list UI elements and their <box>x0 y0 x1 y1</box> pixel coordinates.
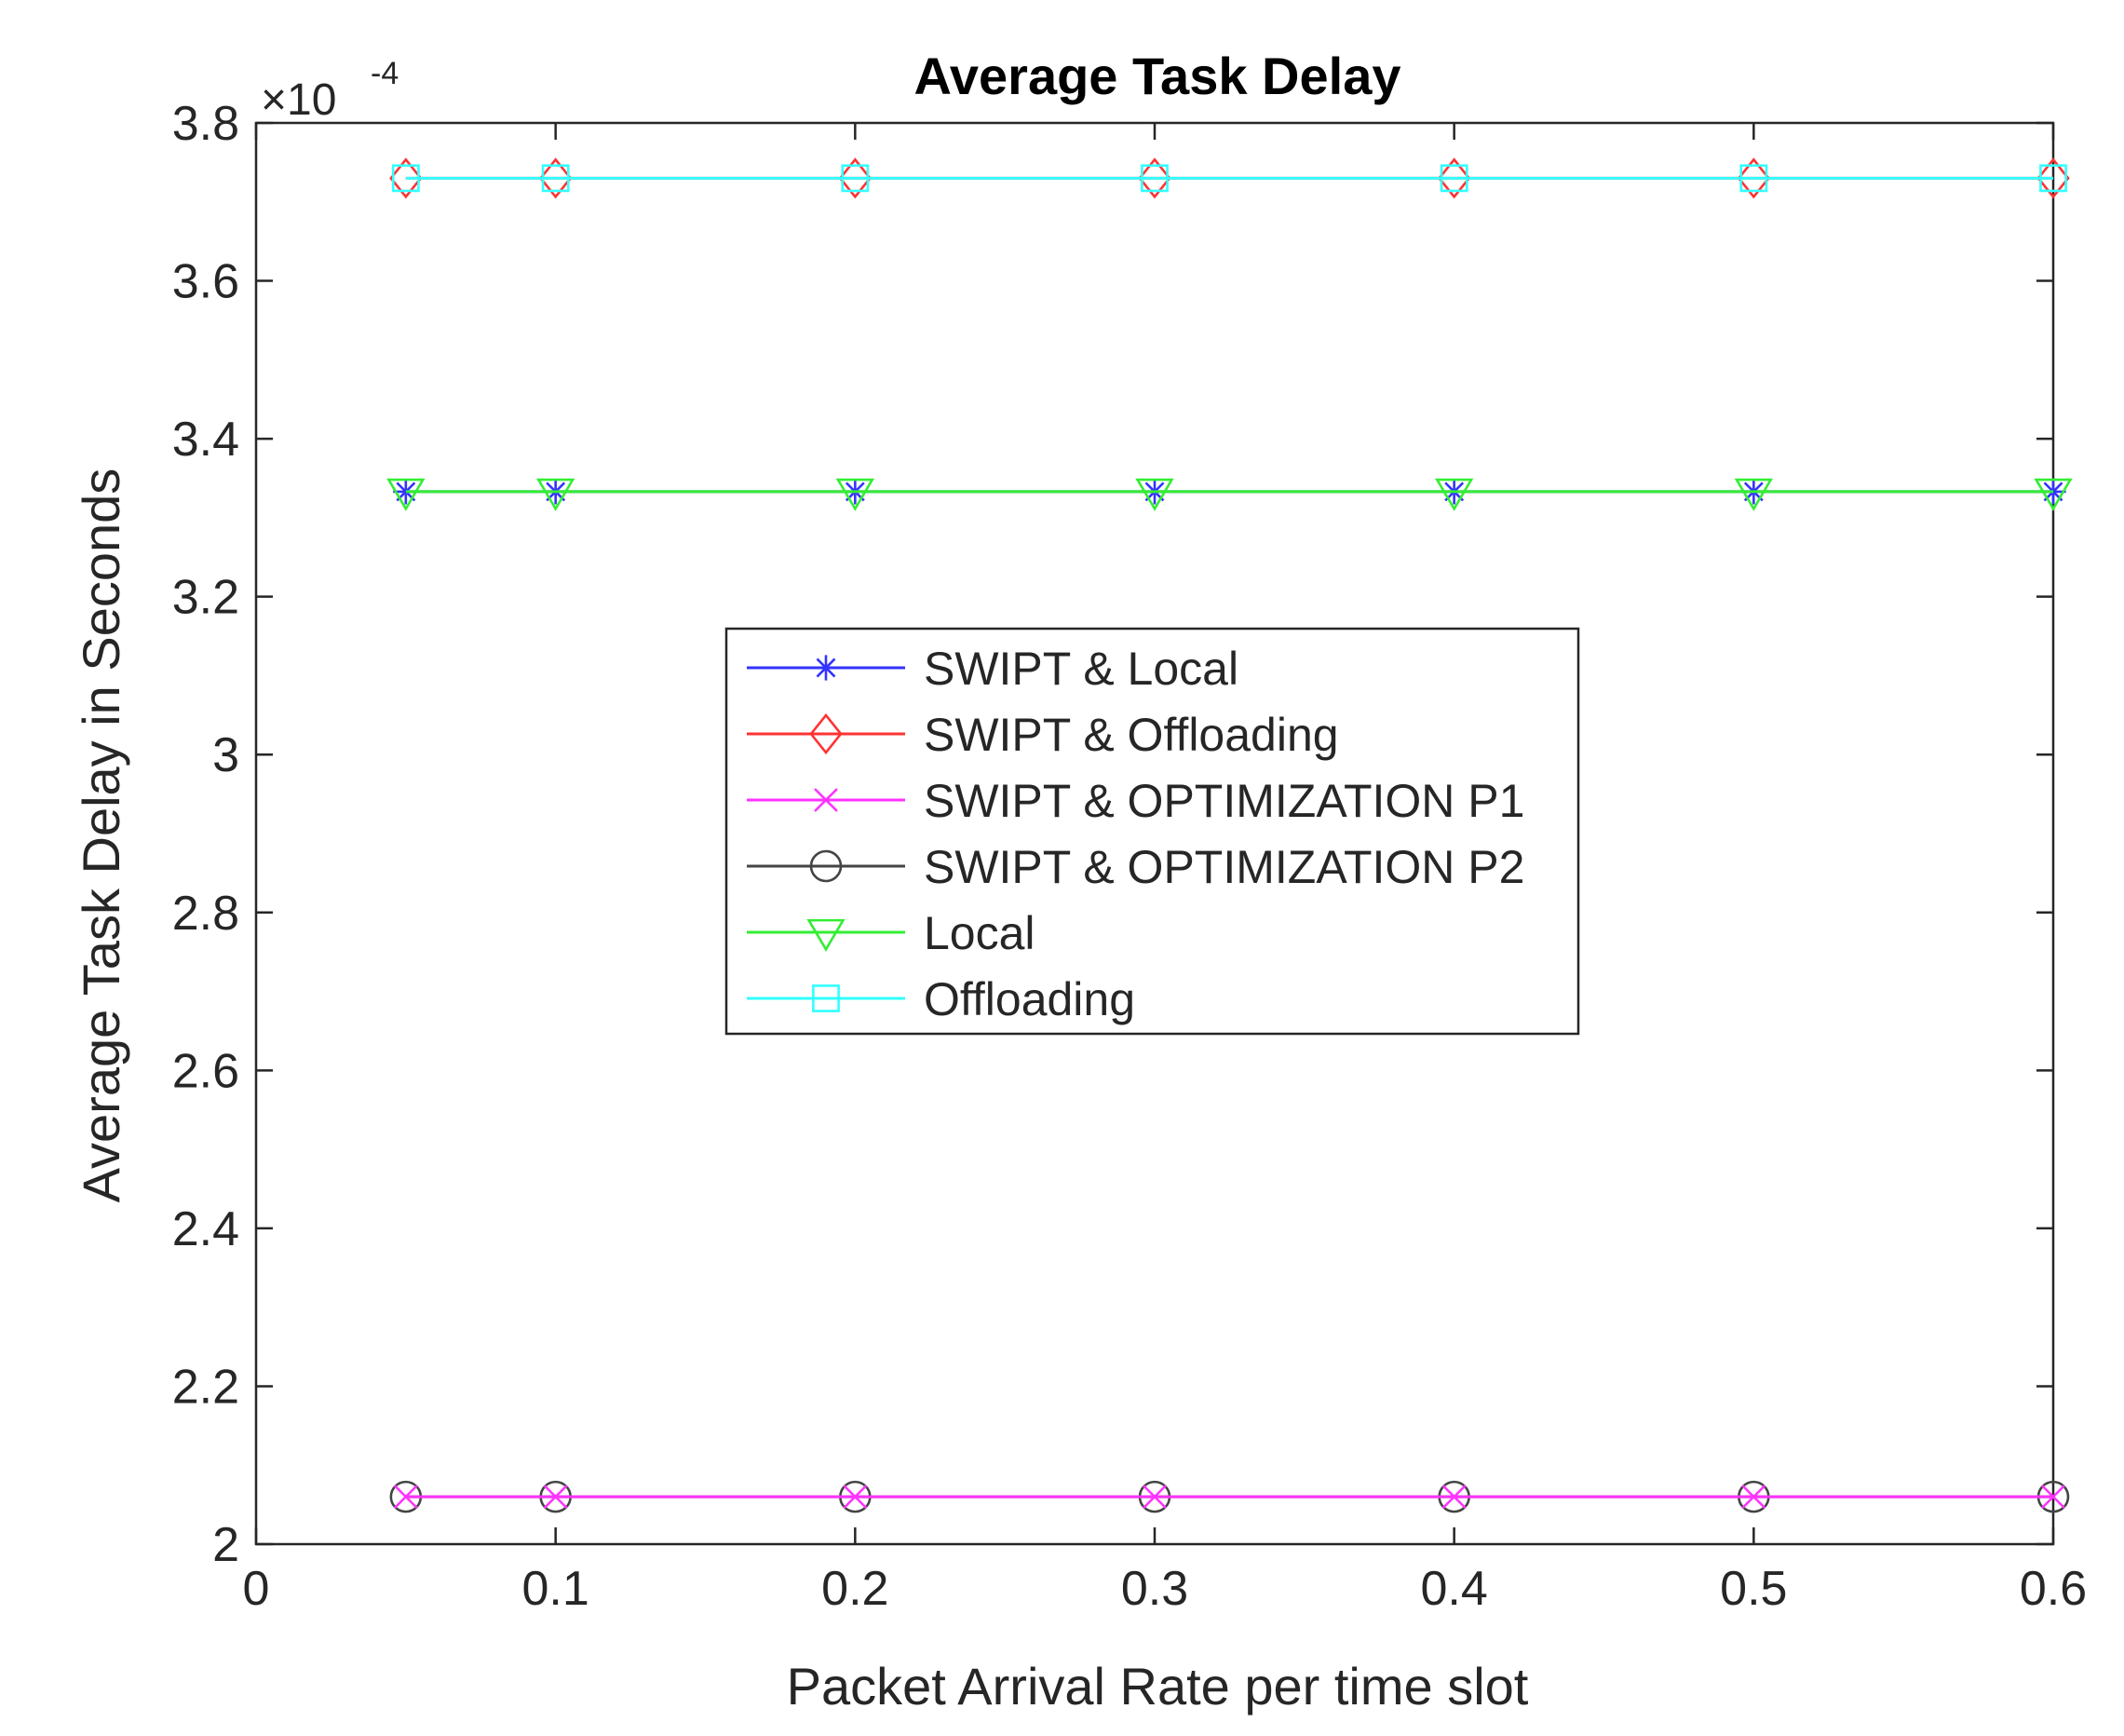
legend-entry: SWIPT & Offloading <box>747 709 1339 761</box>
x-tick-label: 0.3 <box>1121 1562 1188 1616</box>
x-tick-label: 0.2 <box>821 1562 888 1616</box>
marker-x <box>543 1485 568 1510</box>
marker-square <box>2039 164 2067 193</box>
x-tick-label: 0.4 <box>1421 1562 1488 1616</box>
y-multiplier-base: ×10 <box>261 75 336 125</box>
marker-diamond <box>1438 157 1471 199</box>
marker-square <box>841 164 870 193</box>
marker-square <box>812 984 840 1012</box>
marker-diamond <box>1737 157 1770 199</box>
legend-entry: Local <box>747 907 1035 959</box>
marker-square <box>1739 164 1768 193</box>
y-tick-label: 3.4 <box>172 413 239 467</box>
y-tick-label: 2.6 <box>172 1044 239 1098</box>
marker-x <box>2041 1485 2065 1510</box>
x-axis-label: Packet Arrival Rate per time slot <box>787 1657 1529 1716</box>
marker-square <box>391 164 420 193</box>
marker-diamond <box>539 157 573 199</box>
marker-triangle-down <box>2034 478 2073 511</box>
legend-label: Offloading <box>924 973 1135 1025</box>
y-tick-label: 3.6 <box>172 255 239 309</box>
marker-star <box>816 658 836 678</box>
marker-diamond <box>389 157 423 199</box>
marker-x <box>1143 1485 1167 1510</box>
marker-triangle-down <box>535 478 575 511</box>
legend-entry: SWIPT & OPTIMIZATION P2 <box>747 841 1524 893</box>
y-multiplier-exponent: -4 <box>371 56 399 91</box>
marker-diamond <box>2036 157 2070 199</box>
marker-square <box>1141 164 1169 193</box>
marker-diamond <box>838 157 872 199</box>
marker-x <box>393 1485 418 1510</box>
legend-entry: Offloading <box>747 973 1135 1025</box>
y-tick-label: 2.4 <box>172 1202 239 1256</box>
marker-triangle-down <box>806 918 846 952</box>
legend-label: SWIPT & OPTIMIZATION P2 <box>924 841 1524 893</box>
legend-label: SWIPT & OPTIMIZATION P1 <box>924 775 1524 827</box>
series-layer <box>386 157 2073 1513</box>
marker-diamond <box>1138 157 1171 199</box>
legend-label: SWIPT & Offloading <box>924 709 1339 761</box>
y-tick-label: 2.2 <box>172 1360 239 1414</box>
series-5 <box>391 164 2067 193</box>
legend: SWIPT & Local SWIPT & Offloading SWIPT & O… <box>724 627 1580 1036</box>
marker-square <box>1440 164 1468 193</box>
y-tick-label: 3.8 <box>172 97 239 151</box>
marker-x <box>1441 1485 1467 1510</box>
marker-triangle-down <box>835 478 875 511</box>
marker-x <box>843 1485 868 1510</box>
marker-triangle-down <box>1734 478 1774 511</box>
y-tick-label: 3 <box>212 728 239 782</box>
marker-triangle-down <box>386 478 426 511</box>
marker-triangle-down <box>1434 478 1474 511</box>
y-axis-label: Average Task Delay in Seconds <box>72 468 130 1203</box>
marker-diamond <box>809 712 843 755</box>
marker-circle <box>809 849 843 883</box>
x-tick-label: 0.1 <box>522 1562 589 1616</box>
marker-triangle-down <box>1135 478 1174 511</box>
legend-entry: SWIPT & Local <box>747 643 1238 695</box>
series-4 <box>386 478 2073 511</box>
x-tick-label: 0.5 <box>1720 1562 1787 1616</box>
legend-label: SWIPT & Local <box>924 643 1238 695</box>
x-tick-label: 0 <box>243 1562 270 1616</box>
marker-square <box>541 164 570 193</box>
y-tick-label: 2 <box>212 1518 239 1572</box>
y-tick-label: 2.8 <box>172 887 239 941</box>
marker-x <box>814 788 838 812</box>
legend-box <box>724 627 1580 1036</box>
y-tick-label: 3.2 <box>172 571 239 625</box>
marker-x <box>1741 1485 1766 1510</box>
legend-label: Local <box>924 907 1035 959</box>
legend-entry: SWIPT & OPTIMIZATION P1 <box>747 775 1524 827</box>
x-tick-label: 0.6 <box>2020 1562 2087 1616</box>
chart-title: Average Task Delay <box>914 47 1401 105</box>
series-2 <box>393 1485 2065 1510</box>
